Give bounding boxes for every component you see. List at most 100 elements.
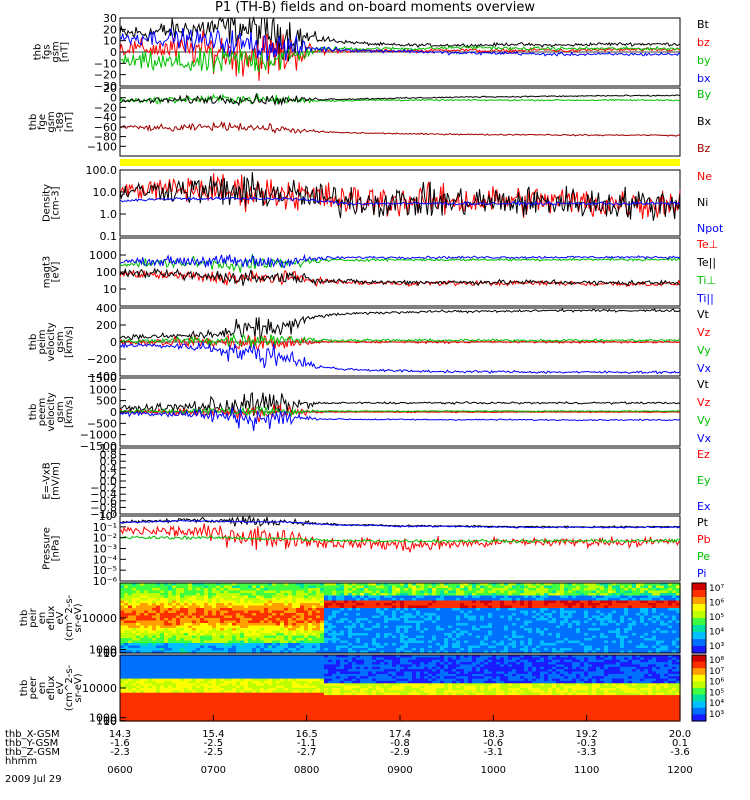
spectrogram-cell	[560, 633, 565, 637]
spectrogram-cell	[580, 583, 585, 587]
spectrogram-cell	[280, 643, 285, 647]
spectrogram-cell	[232, 605, 237, 609]
spectrogram-cell	[232, 638, 237, 642]
spectrogram-cell	[288, 615, 293, 619]
spectrogram-cell	[492, 648, 497, 652]
spectrogram-cell	[388, 585, 393, 589]
spectrogram-cell	[220, 671, 225, 675]
spectrogram-cell	[600, 623, 605, 627]
spectrogram-cell	[252, 603, 257, 607]
spectrogram-cell	[148, 718, 153, 722]
spectrogram-cell	[196, 600, 201, 604]
spectrogram-cell	[336, 595, 341, 599]
spectrogram-cell	[160, 685, 165, 689]
spectrogram-cell	[120, 618, 125, 622]
spectrogram-cell	[236, 605, 241, 609]
spectrogram-cell	[452, 650, 457, 654]
spectrogram-cell	[120, 669, 125, 673]
spectrogram-cell	[232, 706, 237, 710]
spectrogram-cell	[268, 605, 273, 609]
spectrogram-cell	[488, 643, 493, 647]
spectrogram-cell	[624, 638, 629, 642]
spectrogram-cell	[284, 585, 289, 589]
spectrogram-cell	[380, 635, 385, 639]
spectrogram-cell	[584, 620, 589, 624]
spectrogram-cell	[156, 688, 161, 691]
spectrogram-cell	[380, 623, 385, 627]
spectrogram-cell	[188, 669, 193, 673]
spectrogram-cell	[528, 593, 533, 597]
spectrogram-cell	[184, 605, 189, 609]
spectrogram-cell	[156, 633, 161, 637]
spectrogram-cell	[268, 598, 273, 602]
spectrogram-cell	[608, 593, 613, 597]
spectrogram-cell	[340, 613, 345, 617]
spectrogram-cell	[160, 688, 165, 691]
spectrogram-cell	[168, 716, 173, 720]
spectrogram-cell	[524, 583, 529, 587]
spectrogram-cell	[396, 593, 401, 597]
spectrogram-cell	[212, 678, 217, 682]
spectrogram-cell	[220, 620, 225, 624]
spectrogram-cell	[484, 583, 489, 587]
spectrogram-cell	[568, 643, 573, 647]
spectrogram-cell	[652, 633, 657, 637]
spectrogram-cell	[524, 593, 529, 597]
spectrogram-cell	[200, 713, 205, 717]
spectrogram-cell	[528, 583, 533, 587]
spectrogram-cell	[228, 590, 233, 594]
legend-entry: By	[697, 88, 712, 101]
spectrogram-cell	[444, 650, 449, 654]
spectrogram-cell	[544, 628, 549, 632]
spectrogram-cell	[608, 585, 613, 589]
colorbar-cell	[692, 632, 706, 635]
spectrogram-cell	[508, 650, 513, 654]
spectrogram-cell	[648, 585, 653, 589]
spectrogram-cell	[132, 595, 137, 599]
spectrogram-cell	[596, 633, 601, 637]
spectrogram-cell	[372, 620, 377, 624]
spectrogram-cell	[212, 702, 217, 706]
spectrogram-cell	[236, 633, 241, 637]
spectrogram-cell	[204, 640, 209, 644]
spectrogram-cell	[468, 618, 473, 622]
spectrogram-cell	[472, 635, 477, 639]
spectrogram-cell	[468, 595, 473, 599]
spectrogram-cell	[320, 625, 325, 629]
spectrogram-cell	[228, 713, 233, 717]
spectrogram-cell	[288, 625, 293, 629]
spectrogram-cell	[176, 695, 181, 699]
spectrogram-cell	[644, 585, 649, 589]
spectrogram-cell	[496, 593, 501, 597]
spectrogram-cell	[136, 605, 141, 609]
spectrogram-cell	[428, 650, 433, 654]
spectrogram-cell	[492, 598, 497, 602]
spectrogram-cell	[236, 657, 241, 661]
spectrogram-cell	[196, 718, 201, 722]
spectrogram-cell	[612, 595, 617, 599]
spectrogram-cell	[472, 648, 477, 652]
spectrogram-cell	[324, 603, 329, 607]
spectrogram-cell	[624, 623, 629, 627]
spectrogram-cell	[188, 583, 193, 587]
spectrogram-cell	[200, 633, 205, 637]
spectrogram-cell	[248, 605, 253, 609]
spectrogram-cell	[456, 583, 461, 587]
spectrogram-cell	[560, 615, 565, 619]
spectrogram-cell	[444, 603, 449, 607]
spectrogram-cell	[540, 590, 545, 594]
spectrogram-cell	[528, 610, 533, 614]
spectrogram-cell	[236, 683, 241, 687]
colorbar-cell	[692, 618, 706, 621]
spectrogram-cell	[620, 593, 625, 597]
spectrogram-cell	[132, 657, 137, 661]
spectrogram-cell	[220, 678, 225, 682]
spectrogram-cell	[524, 588, 529, 592]
spectrogram-cell	[156, 643, 161, 647]
spectrogram-cell	[280, 603, 285, 607]
spectrogram-cell	[508, 648, 513, 652]
spectrogram-cell	[568, 595, 573, 599]
spectrogram-cell	[372, 615, 377, 619]
spectrogram-cell	[516, 630, 521, 634]
spectrogram-cell	[380, 620, 385, 624]
